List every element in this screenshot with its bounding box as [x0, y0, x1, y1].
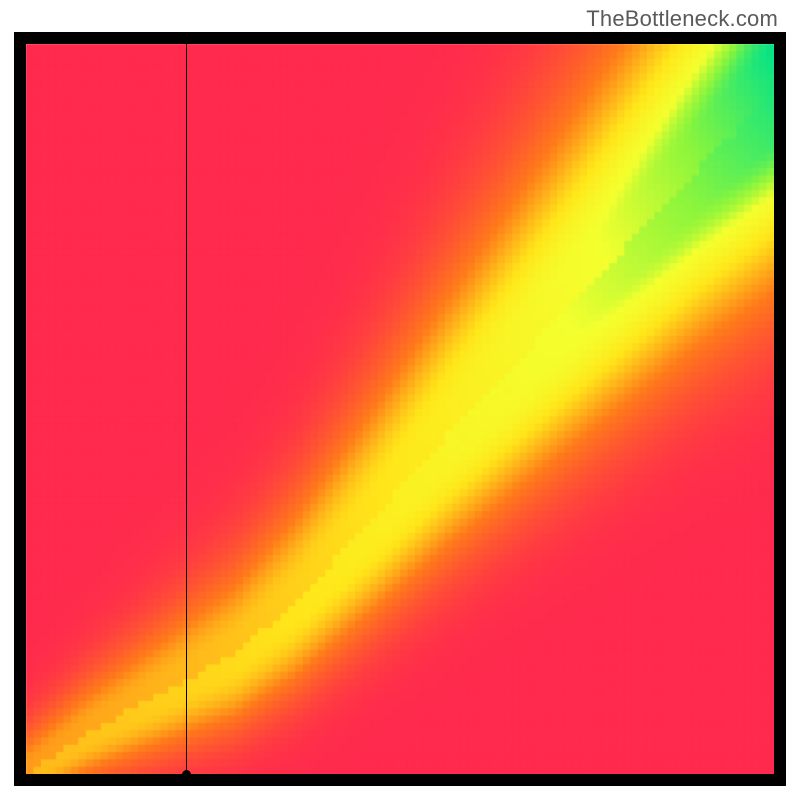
marker-horizontal-line	[26, 774, 187, 775]
watermark-text: TheBottleneck.com	[586, 6, 778, 32]
marker-dot	[182, 770, 191, 779]
heatmap-canvas	[14, 32, 786, 786]
bottleneck-heatmap	[14, 32, 786, 786]
marker-vertical-line	[186, 44, 187, 774]
